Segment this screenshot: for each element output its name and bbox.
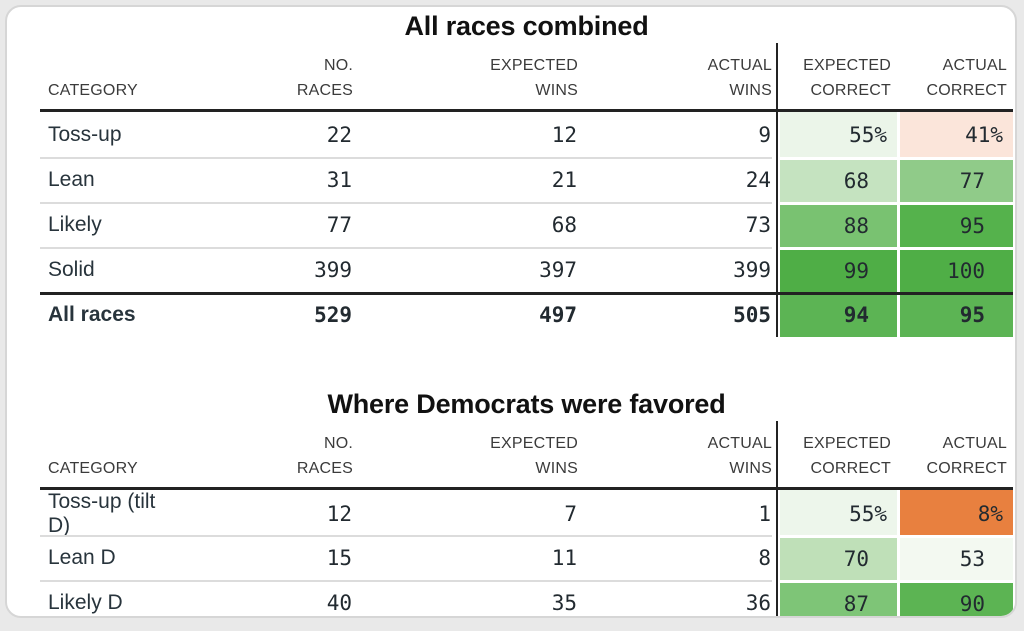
expected-correct-cell: 99 [780, 247, 897, 292]
no-races-cell: 399 [314, 257, 352, 282]
actual-correct-cell: 100 [900, 247, 1013, 292]
column-header-category: CATEGORY [48, 460, 138, 477]
expected-wins-cell: 397 [539, 257, 577, 282]
table-row-lean: Lean 31 21 24 68 77 [40, 157, 1013, 202]
category-cell: Lean D [48, 545, 116, 569]
column-header-actual_wins: ACTUAL WINS [707, 57, 772, 99]
category-cell: Toss-up [48, 122, 122, 146]
column-header-expected_wins: EXPECTED WINS [490, 435, 578, 477]
expected-correct-cell: 88 [780, 202, 897, 247]
actual-correct-cell: 95 [900, 202, 1013, 247]
expected-correct-cell: 55% [780, 490, 897, 538]
expected-wins-cell: 7 [564, 502, 577, 526]
category-cell: Likely [48, 212, 102, 236]
column-divider-line [776, 43, 778, 337]
actual-wins-cell: 9 [758, 122, 771, 147]
expected-correct-cell: 55% [780, 112, 897, 157]
expected-wins-cell: 11 [551, 545, 577, 570]
category-cell: All races [48, 302, 136, 326]
column-header-category: CATEGORY [48, 82, 138, 99]
column-header-no_races: NO. RACES [296, 435, 353, 477]
table-row-all-races: All races 529 497 505 94 95 [40, 292, 1013, 337]
actual-correct-cell: 53 [900, 535, 1013, 580]
actual-correct-cell: 8% [900, 490, 1013, 538]
table-all-races-combined: All races combined CATEGORY NO. RACES EXPE… [40, 10, 1013, 337]
no-races-cell: 77 [326, 212, 352, 237]
column-header-expected_correct: EXPECTED CORRECT [803, 435, 891, 477]
actual-correct-cell: 77 [900, 157, 1013, 202]
expected-wins-cell: 35 [551, 590, 577, 615]
expected-wins-cell: 12 [551, 122, 577, 147]
category-cell: Toss-up (tilt D) [48, 490, 156, 537]
table-title: All races combined [404, 11, 649, 41]
actual-wins-cell: 24 [745, 167, 771, 192]
table-title: Where Democrats were favored [327, 389, 726, 419]
expected-correct-cell: 68 [780, 157, 897, 202]
expected-correct-cell: 94 [780, 292, 897, 337]
column-header-expected_correct: EXPECTED CORRECT [803, 57, 891, 99]
table-row-toss-up-tilt-d-: Toss-up (tilt D) 12 7 1 55% 8% [40, 490, 1013, 538]
actual-wins-cell: 36 [745, 590, 771, 615]
actual-correct-cell: 95 [900, 292, 1013, 337]
no-races-cell: 15 [326, 545, 352, 570]
column-header-actual_correct: ACTUAL CORRECT [926, 435, 1007, 477]
actual-wins-cell: 505 [733, 302, 771, 327]
actual-correct-cell: 90 [900, 580, 1013, 616]
column-header-actual_wins: ACTUAL WINS [707, 435, 772, 477]
actual-correct-cell: 41% [900, 112, 1013, 157]
column-header-no_races: NO. RACES [296, 57, 353, 99]
no-races-cell: 31 [326, 167, 352, 192]
no-races-cell: 22 [326, 122, 352, 147]
no-races-cell: 40 [326, 590, 352, 615]
column-header-expected_wins: EXPECTED WINS [490, 57, 578, 99]
table-row-solid: Solid 399 397 399 99 100 [40, 247, 1013, 292]
column-header-actual_correct: ACTUAL CORRECT [926, 57, 1007, 99]
table-row-likely-d: Likely D 40 35 36 87 90 [40, 580, 1013, 616]
table-body: Toss-up 22 12 9 55% 41% Lean 31 21 24 68 77 Likely 77… [40, 112, 1013, 337]
category-cell: Solid [48, 257, 95, 281]
table-row-toss-up: Toss-up 22 12 9 55% 41% [40, 112, 1013, 157]
actual-wins-cell: 73 [745, 212, 771, 237]
expected-correct-cell: 87 [780, 580, 897, 616]
table-row-lean-d: Lean D 15 11 8 70 53 [40, 535, 1013, 580]
table-democrats-favored: Where Democrats were favored CATEGORY NO.… [40, 388, 1013, 616]
expected-wins-cell: 497 [539, 302, 577, 327]
actual-wins-cell: 399 [733, 257, 771, 282]
expected-wins-cell: 21 [551, 167, 577, 192]
category-cell: Lean [48, 167, 95, 191]
column-divider-line [776, 421, 778, 616]
forecast-results-card: All races combined CATEGORY NO. RACES EXPE… [5, 5, 1017, 618]
table-body: Toss-up (tilt D) 12 7 1 55% 8% Lean D 15 11 8 70 53… [40, 490, 1013, 616]
no-races-cell: 12 [326, 502, 352, 526]
no-races-cell: 529 [314, 302, 352, 327]
actual-wins-cell: 8 [758, 545, 771, 570]
table-row-likely: Likely 77 68 73 88 95 [40, 202, 1013, 247]
table-header-row: CATEGORY NO. RACES EXPECTED WINS ACTUAL WIN… [40, 421, 1013, 490]
table-header-row: CATEGORY NO. RACES EXPECTED WINS ACTUAL WIN… [40, 43, 1013, 112]
expected-correct-cell: 70 [780, 535, 897, 580]
expected-wins-cell: 68 [551, 212, 577, 237]
category-cell: Likely D [48, 590, 123, 614]
actual-wins-cell: 1 [758, 502, 771, 526]
